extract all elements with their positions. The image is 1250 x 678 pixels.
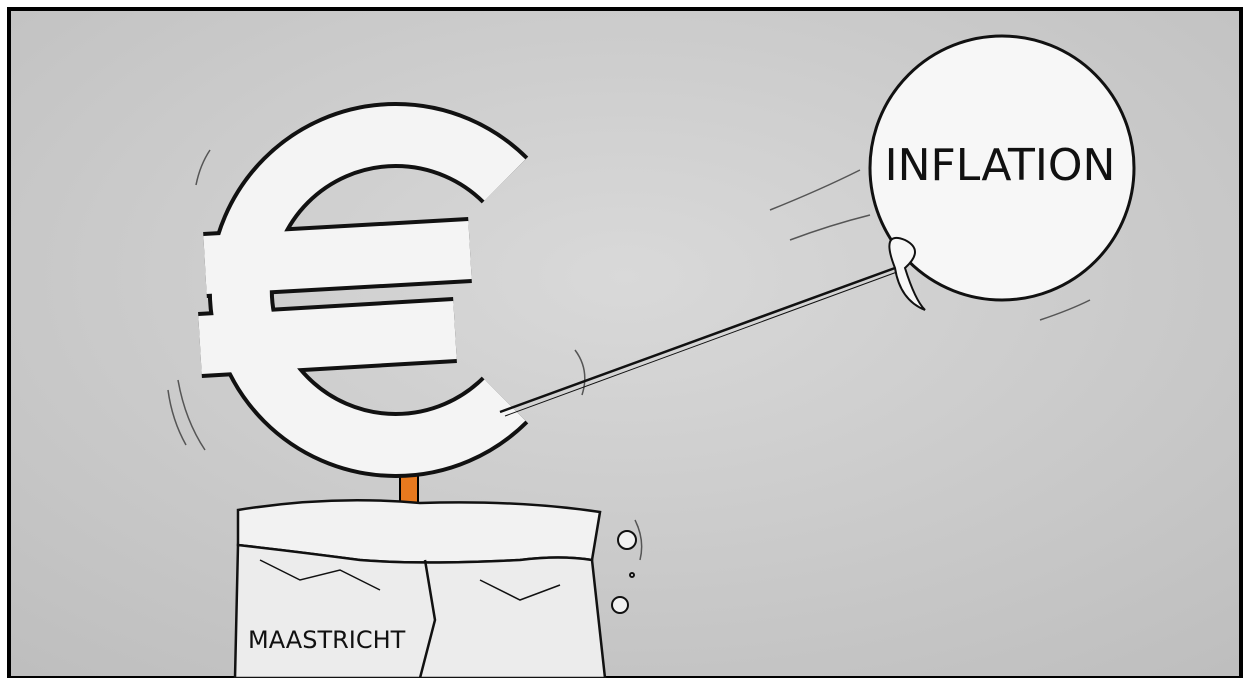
balloon-label: INFLATION — [885, 140, 1116, 191]
pedestal-label: MAASTRICHT — [248, 626, 406, 654]
cartoon: INFLATION MAASTRICHT — [0, 0, 1250, 678]
page: INFLATION MAASTRICHT (() => { const data… — [0, 0, 1250, 678]
